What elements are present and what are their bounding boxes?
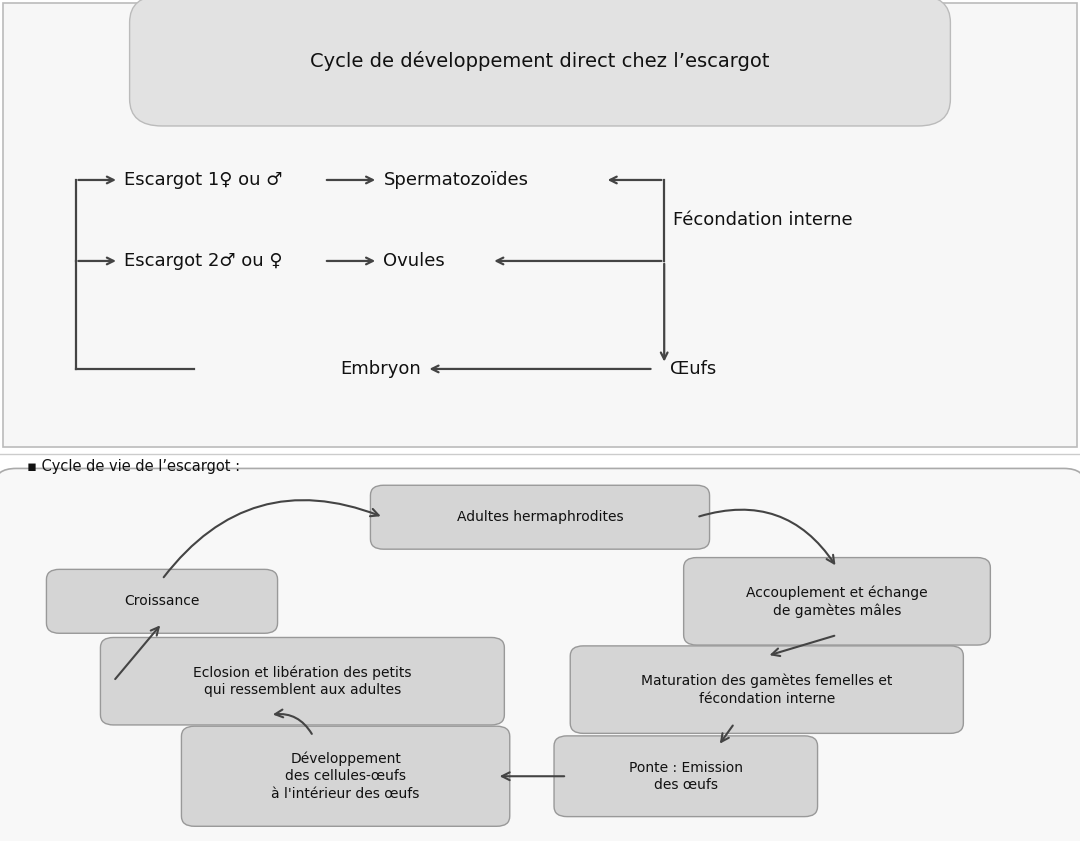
Text: Ponte : Emission
des œufs: Ponte : Emission des œufs — [629, 760, 743, 792]
Text: Escargot 2♂ ou ♀: Escargot 2♂ ou ♀ — [124, 252, 283, 270]
FancyBboxPatch shape — [0, 468, 1080, 841]
Text: Eclosion et libération des petits
qui ressemblent aux adultes: Eclosion et libération des petits qui re… — [193, 665, 411, 697]
FancyBboxPatch shape — [370, 485, 710, 549]
Text: Escargot 1♀ ou ♂: Escargot 1♀ ou ♂ — [124, 171, 283, 189]
FancyBboxPatch shape — [554, 736, 818, 817]
FancyBboxPatch shape — [100, 637, 504, 725]
Text: ▪ Cycle de vie de l’escargot :: ▪ Cycle de vie de l’escargot : — [27, 459, 240, 474]
Text: Ovules: Ovules — [383, 252, 445, 270]
Text: Œufs: Œufs — [670, 360, 716, 378]
FancyBboxPatch shape — [46, 569, 278, 633]
Text: Cycle de développement direct chez l’escargot: Cycle de développement direct chez l’esc… — [310, 51, 770, 71]
Text: Embryon: Embryon — [340, 360, 421, 378]
Text: Croissance: Croissance — [124, 595, 200, 608]
Text: Maturation des gamètes femelles et
fécondation interne: Maturation des gamètes femelles et fécon… — [642, 674, 892, 706]
FancyBboxPatch shape — [570, 646, 963, 733]
Text: Fécondation interne: Fécondation interne — [673, 211, 852, 230]
Text: Développement
des cellules-œufs
à l'intérieur des œufs: Développement des cellules-œufs à l'inté… — [271, 752, 420, 801]
Text: Accouplement et échange
de gamètes mâles: Accouplement et échange de gamètes mâles — [746, 585, 928, 617]
FancyBboxPatch shape — [684, 558, 990, 645]
FancyBboxPatch shape — [3, 3, 1077, 447]
FancyBboxPatch shape — [130, 0, 950, 126]
FancyBboxPatch shape — [181, 727, 510, 826]
Text: Adultes hermaphrodites: Adultes hermaphrodites — [457, 510, 623, 524]
Text: Spermatozoïdes: Spermatozoïdes — [383, 171, 528, 189]
